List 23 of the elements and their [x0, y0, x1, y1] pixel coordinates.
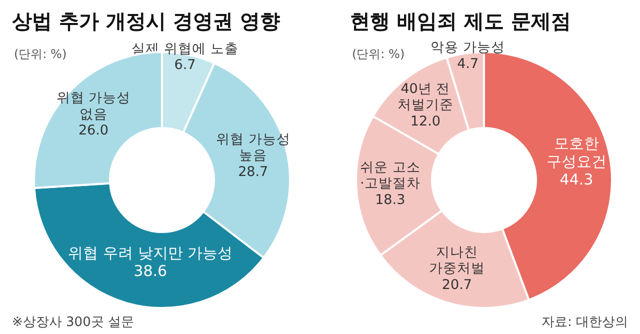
data-label: 26.0 [78, 122, 109, 139]
data-label: 38.6 [134, 262, 168, 280]
slice-label: 모호한 구성요건 [546, 134, 606, 170]
text: 자료: 대한상의 [541, 315, 628, 330]
slice-label: 40년 전 처벌기준 [397, 80, 454, 114]
text: (단위: %) [352, 47, 405, 61]
chart-subtitle: (단위: %) [14, 47, 67, 61]
data-label: 28.7 [238, 164, 268, 180]
data-label: 44.3 [560, 170, 594, 188]
slice-label: 지나친 가중처벌 [428, 244, 485, 277]
slice-label: 위협 가능성 없음 [56, 90, 131, 122]
data-label: 12.0 [410, 113, 440, 130]
slice-label: 위협 가능성 높음 [216, 131, 290, 164]
slice-label: 악용 가능성 [430, 40, 505, 56]
data-label: 18.3 [375, 192, 406, 208]
data-label: 6.7 [174, 57, 196, 74]
data-label: 20.7 [442, 276, 472, 293]
slice-label: 쉬운 고소 ·고발절차 [360, 160, 420, 192]
chart-title: 상법 추가 개정시 경영권 영향 [12, 9, 280, 33]
data-label: 4.7 [457, 56, 479, 72]
chart-title: 현행 배임죄 제도 문제점 [350, 9, 571, 33]
slice-label: 위협 우려 낮지만 가능성 [68, 244, 233, 262]
text: ※상장사 300곳 설문 [12, 315, 134, 330]
